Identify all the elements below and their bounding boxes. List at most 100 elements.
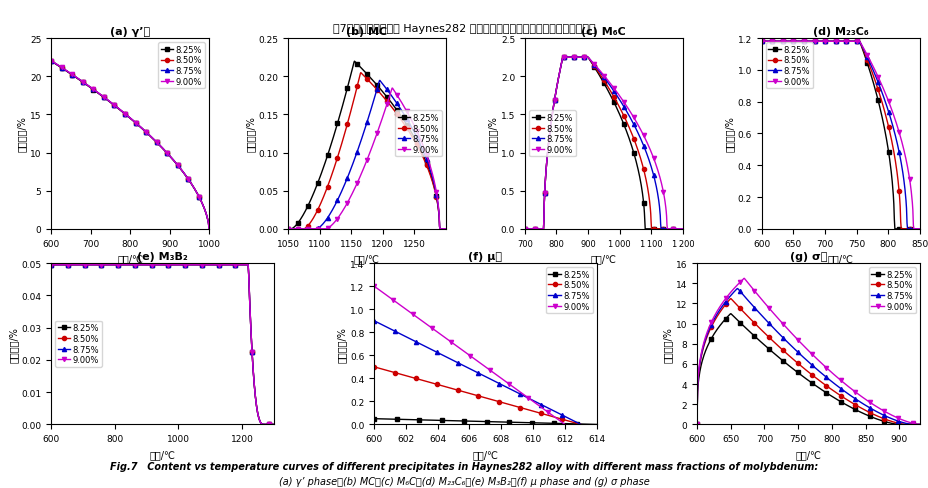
Line: 8.75%: 8.75% xyxy=(759,40,921,231)
8.75% xyxy=(118,262,129,268)
9.00% xyxy=(139,129,150,135)
9.00% xyxy=(344,195,355,201)
8.25% xyxy=(782,363,793,368)
8.75% xyxy=(344,167,355,173)
8.50% xyxy=(203,226,214,232)
8.75% xyxy=(571,55,582,61)
8.25% xyxy=(139,129,150,135)
9.00% xyxy=(633,125,644,131)
8.25% xyxy=(725,311,736,317)
8.50% xyxy=(857,407,868,412)
8.75% xyxy=(564,416,575,422)
8.25% xyxy=(45,59,57,65)
8.75% xyxy=(633,133,644,139)
Line: 9.00%: 9.00% xyxy=(286,87,447,231)
8.75% xyxy=(766,324,777,330)
9.00% xyxy=(405,310,416,316)
Text: Fig.7 Content vs temperature curves of different precipitates in Haynes282 alloy: Fig.7 Content vs temperature curves of d… xyxy=(110,461,818,471)
9.00% xyxy=(206,262,217,268)
8.25% xyxy=(282,226,293,232)
Y-axis label: 质量分数/%: 质量分数/% xyxy=(245,116,255,152)
8.25% xyxy=(849,39,860,45)
9.00% xyxy=(677,226,688,232)
8.25% xyxy=(557,55,568,61)
Line: 8.75%: 8.75% xyxy=(49,60,211,231)
8.50% xyxy=(913,226,924,232)
8.25% xyxy=(397,117,408,123)
9.00% xyxy=(549,415,561,421)
8.50% xyxy=(571,55,582,61)
9.00% xyxy=(718,297,729,303)
8.75% xyxy=(519,226,530,232)
9.00% xyxy=(849,39,860,45)
9.00% xyxy=(755,39,767,45)
Title: (f) μ相: (f) μ相 xyxy=(468,251,502,262)
Title: (c) M₆C: (c) M₆C xyxy=(581,27,625,37)
9.00% xyxy=(368,284,380,289)
8.25% xyxy=(349,59,360,65)
9.00% xyxy=(207,262,218,268)
Line: 8.50%: 8.50% xyxy=(759,40,921,231)
9.00% xyxy=(571,55,582,61)
Line: 9.00%: 9.00% xyxy=(49,60,211,231)
8.25% xyxy=(207,262,218,268)
8.50% xyxy=(207,262,218,268)
9.00% xyxy=(835,379,846,385)
8.50% xyxy=(474,394,485,400)
8.25% xyxy=(571,55,582,61)
8.25% xyxy=(118,262,129,268)
9.00% xyxy=(857,395,868,401)
X-axis label: 温度/℃: 温度/℃ xyxy=(354,254,380,264)
8.50% xyxy=(690,422,702,427)
Legend: 8.25%, 8.50%, 8.75%, 9.00%: 8.25%, 8.50%, 8.75%, 9.00% xyxy=(546,268,592,314)
9.00% xyxy=(544,410,555,416)
Line: 8.75%: 8.75% xyxy=(286,79,447,231)
8.25% xyxy=(718,317,729,323)
8.75% xyxy=(45,59,57,64)
8.75% xyxy=(901,226,912,232)
Y-axis label: 质量分数/%: 质量分数/% xyxy=(8,326,19,362)
8.75% xyxy=(857,402,869,407)
8.75% xyxy=(134,262,145,268)
8.75% xyxy=(731,286,742,292)
8.50% xyxy=(46,59,58,65)
8.25% xyxy=(396,116,407,122)
9.00% xyxy=(186,262,197,268)
8.50% xyxy=(537,218,548,224)
Y-axis label: 质量劆数/%: 质量劆数/% xyxy=(724,116,734,152)
8.25% xyxy=(134,262,145,268)
8.75% xyxy=(178,171,189,177)
8.50% xyxy=(45,262,57,268)
9.00% xyxy=(268,422,279,427)
8.25% xyxy=(888,226,899,232)
8.75% xyxy=(259,422,270,427)
8.50% xyxy=(45,59,57,64)
9.00% xyxy=(519,226,530,232)
8.75% xyxy=(718,301,729,306)
8.25% xyxy=(142,132,153,138)
8.50% xyxy=(888,156,899,162)
9.00% xyxy=(618,101,629,107)
Text: 图7　不同錄质量分数 Haynes282 合金中不同析出相的含量随温度的变化曲线: 图7 不同錄质量分数 Haynes282 合金中不同析出相的含量随温度的变化曲线 xyxy=(333,24,595,34)
8.50% xyxy=(407,375,419,381)
Line: 8.50%: 8.50% xyxy=(49,60,211,231)
8.25% xyxy=(501,419,512,425)
9.00% xyxy=(118,262,129,268)
8.25% xyxy=(835,400,846,406)
8.50% xyxy=(396,119,407,125)
Title: (a) γ’相: (a) γ’相 xyxy=(110,27,150,37)
9.00% xyxy=(857,396,869,402)
8.50% xyxy=(766,338,777,344)
8.25% xyxy=(178,171,189,177)
8.50% xyxy=(756,39,767,45)
Line: 8.25%: 8.25% xyxy=(371,417,599,427)
8.50% xyxy=(381,100,393,106)
8.25% xyxy=(755,39,767,45)
8.75% xyxy=(188,186,200,192)
Title: (d) M₂₃C₆: (d) M₂₃C₆ xyxy=(812,27,868,37)
8.50% xyxy=(564,419,575,425)
X-axis label: 温度/℃: 温度/℃ xyxy=(149,449,175,459)
8.75% xyxy=(634,135,645,141)
8.25% xyxy=(188,186,200,192)
8.75% xyxy=(440,226,451,232)
